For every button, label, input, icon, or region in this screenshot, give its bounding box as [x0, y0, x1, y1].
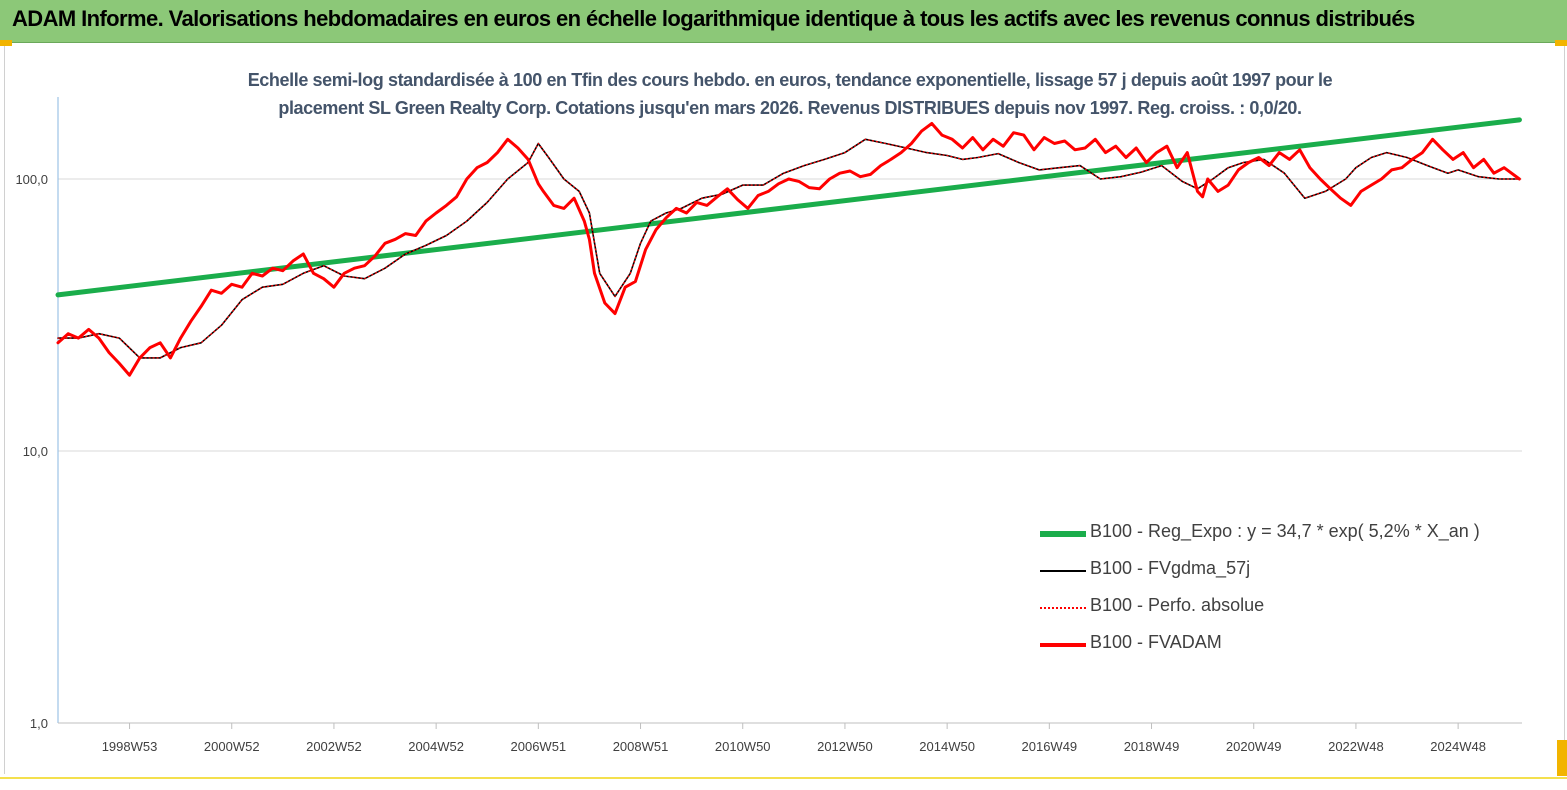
x-tick-label: 2010W50 [715, 739, 771, 754]
x-tick-label: 2004W52 [408, 739, 464, 754]
bottom-border [0, 777, 1567, 779]
legend-swatch-absolute [1040, 607, 1086, 609]
corner-marker-top-left [0, 40, 12, 46]
x-tick-label: 2014W50 [919, 739, 975, 754]
chart-frame [4, 44, 1565, 774]
x-tick-label: 2008W51 [613, 739, 669, 754]
series-line-smoothed [57, 138, 1521, 359]
corner-marker-bottom-right [1557, 740, 1567, 776]
series-line-regression [55, 117, 1522, 298]
legend-label-fvadam: B100 - FVADAM [1090, 632, 1222, 652]
x-tick-label: 2006W51 [511, 739, 567, 754]
x-tick-label: 2024W48 [1430, 739, 1486, 754]
legend-swatch-smoothed [1040, 570, 1086, 572]
legend-swatch-fvadam [1040, 643, 1086, 647]
y-tick-label: 100,0 [15, 172, 48, 187]
chart-axes: 1,0 10,0 100,0 1998W53 2000W52 2002W52 2004W52… [15, 97, 1522, 754]
y-tick-label: 10,0 [23, 444, 48, 459]
chart-title-line-1: Echelle semi-log standardisée à 100 en T… [247, 70, 1333, 90]
y-tick-label: 1,0 [30, 716, 48, 731]
chart-series [55, 117, 1522, 377]
series-line-absolute [57, 138, 1520, 359]
chart-title-line-2: placement SL Green Realty Corp. Cotation… [278, 98, 1302, 118]
x-tick-label: 2002W52 [306, 739, 362, 754]
report-title: ADAM Informe. Valorisations hebdomadaire… [12, 6, 1415, 31]
x-tick-label: 2000W52 [204, 739, 260, 754]
x-tick-label: 2012W50 [817, 739, 873, 754]
series-line-fvadam [56, 122, 1521, 377]
chart-title: Echelle semi-log standardisée à 100 en T… [190, 66, 1390, 122]
x-tick-label: 1998W53 [102, 739, 158, 754]
legend-swatch-regression [1040, 531, 1086, 537]
corner-marker-top-right [1555, 40, 1567, 46]
x-tick-label: 2018W49 [1124, 739, 1180, 754]
report-header: ADAM Informe. Valorisations hebdomadaire… [0, 0, 1567, 43]
legend-label-regression: B100 - Reg_Expo : y = 34,7 * exp( 5,2% *… [1090, 521, 1480, 541]
x-tick-label: 2020W49 [1226, 739, 1282, 754]
legend-label-smoothed: B100 - FVgdma_57j [1090, 558, 1251, 578]
x-tick-label: 2016W49 [1022, 739, 1078, 754]
legend-label-absolute: B100 - Perfo. absolue [1090, 595, 1265, 615]
x-tick-label: 2022W48 [1328, 739, 1384, 754]
